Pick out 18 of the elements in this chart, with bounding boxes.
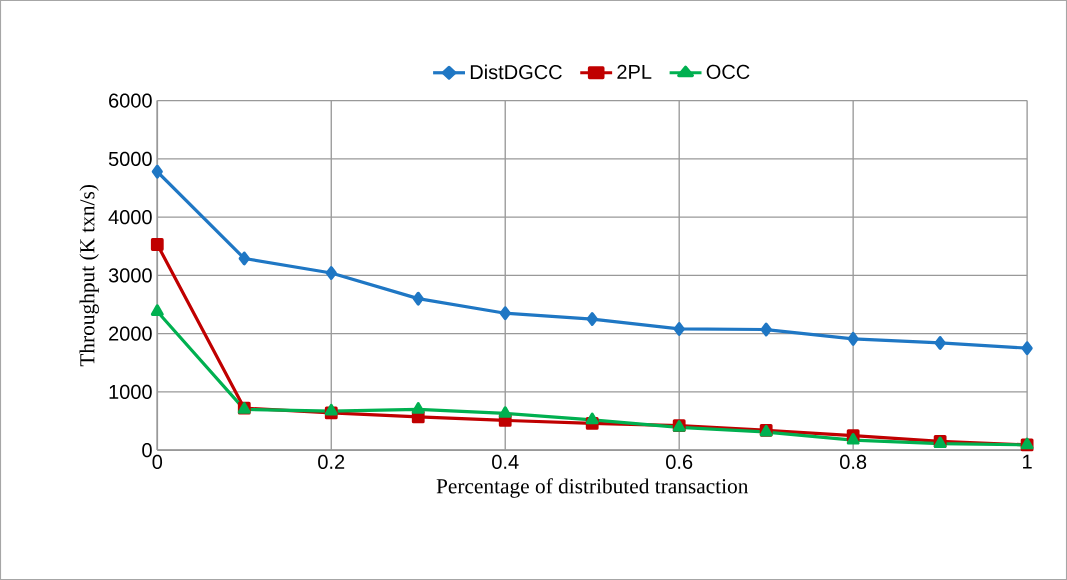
x-tick-label: 0.6 [666, 454, 693, 469]
x-tick-label: 0.2 [318, 454, 345, 469]
x-tick-label: 0.8 [840, 454, 867, 469]
y-tick-label: 6000 [109, 93, 152, 108]
y-tick-label: 0 [142, 443, 152, 458]
x-tick-label: 0 [152, 454, 163, 469]
y-tick-label: 1000 [109, 384, 152, 399]
x-axis-title: Percentage of distributed transaction [436, 478, 749, 498]
x-tick-label: 1 [1023, 454, 1032, 469]
y-tick-label: 5000 [108, 151, 152, 166]
legend-label: 2PL [617, 64, 652, 79]
y-axis-title: Throughput (K txn/s) [79, 184, 99, 367]
y-tick-label: 3000 [108, 268, 152, 283]
x-tick-label: 0.4 [492, 454, 519, 469]
y-tick-label: 2000 [109, 326, 152, 341]
legend-label: DistDGCC [470, 64, 562, 80]
legend-label: OCC [706, 64, 750, 79]
y-tick-label: 4000 [108, 209, 152, 225]
